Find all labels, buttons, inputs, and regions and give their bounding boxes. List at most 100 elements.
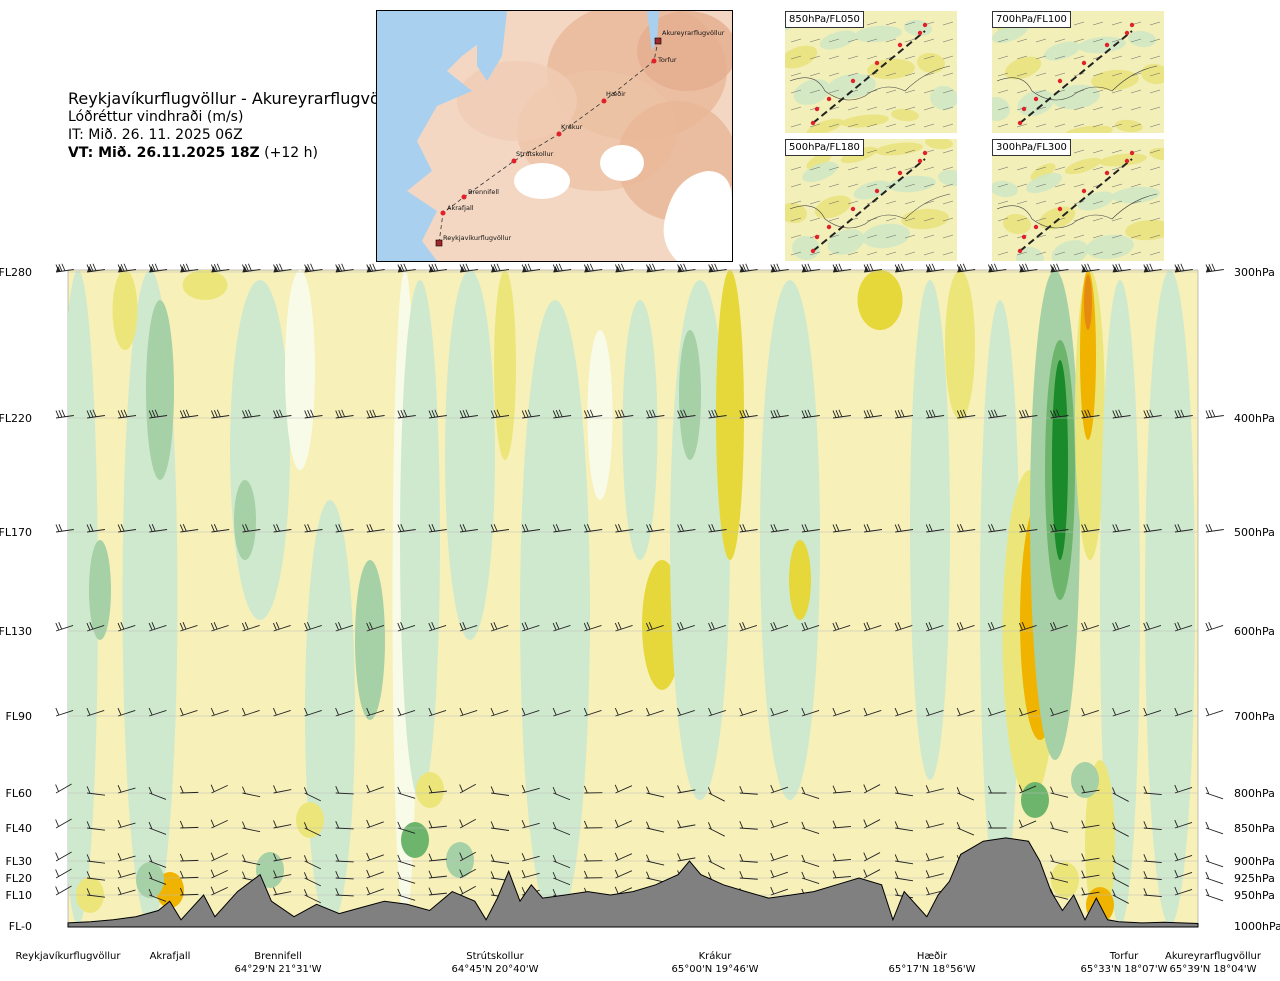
wind-barb: [428, 785, 447, 794]
level-map-barb: [1111, 234, 1123, 239]
wind-barb: [677, 853, 696, 862]
wind-barb: [1174, 819, 1193, 829]
wind-barb: [615, 523, 634, 533]
wind-barb: [273, 263, 292, 273]
wind-barb: [1143, 263, 1162, 273]
level-map-barb: [885, 106, 897, 111]
level-map-barb: [1035, 38, 1047, 43]
wind-barb: [894, 263, 914, 273]
wind-barb: [1143, 888, 1162, 898]
level-map-barb: [1054, 106, 1066, 111]
level-map-barb: [885, 251, 897, 256]
wind-barb: [117, 784, 136, 794]
wind-barb: [397, 263, 416, 273]
wind-barb: [303, 787, 322, 802]
wind-barb: [708, 263, 727, 273]
level-map-barb: [923, 123, 935, 128]
waypoint-marker: [556, 131, 562, 137]
wind-barb: [770, 523, 789, 533]
level-map-cell: [802, 161, 838, 183]
level-map-barb: [1111, 55, 1123, 60]
wind-barb: [397, 821, 416, 834]
wind-barb: [117, 621, 136, 632]
wind-barb: [335, 523, 354, 533]
level-map-barb: [1111, 251, 1123, 256]
level-map-barb: [828, 251, 840, 256]
wind-barb: [210, 621, 229, 632]
level-map-cell: [1065, 125, 1113, 133]
level-map-barb: [997, 106, 1009, 111]
wind-barb: [677, 621, 695, 632]
wind-barb: [55, 523, 74, 533]
wind-barb: [646, 786, 665, 798]
wind-barb: [956, 263, 976, 273]
level-map-barb: [904, 72, 916, 77]
level-map-barb: [1035, 200, 1047, 205]
wind-barb: [739, 263, 758, 273]
wind-barb: [179, 409, 199, 419]
wind-barb: [366, 621, 385, 632]
wind-barb: [459, 263, 478, 273]
wind-barb: [459, 851, 477, 862]
wind-barb: [459, 409, 478, 419]
velocity-cell: [230, 280, 290, 620]
wind-barb: [832, 820, 851, 829]
level-map-barb: [866, 106, 878, 111]
level-map-850: 850hPa/FL050: [785, 11, 957, 133]
wind-barb: [801, 263, 820, 273]
wind-barb: [739, 871, 758, 880]
level-map-300: 300hPa/FL300: [992, 139, 1164, 261]
wind-barb: [583, 263, 603, 273]
level-map-barb: [885, 21, 897, 26]
level-map-barb: [997, 55, 1009, 60]
wind-barb: [521, 870, 540, 879]
wind-barb: [1143, 786, 1162, 796]
level-map-barb: [942, 55, 954, 60]
wind-barb: [552, 621, 571, 632]
level-map-850-canvas: [785, 11, 957, 133]
wind-barb: [708, 523, 727, 533]
wind-barb: [1081, 621, 1099, 632]
level-map-barb: [866, 234, 878, 239]
wind-barb: [1143, 523, 1162, 533]
velocity-cell: [760, 280, 820, 800]
wind-barb: [583, 409, 603, 419]
wind-barb: [615, 409, 634, 419]
wind-barb: [55, 885, 72, 896]
wind-barb: [707, 787, 725, 802]
wind-barb: [335, 409, 354, 419]
wind-barb: [1081, 707, 1099, 717]
wind-barb: [925, 707, 944, 717]
level-map-barb: [866, 166, 878, 171]
wind-barb: [583, 870, 603, 879]
wind-barb: [770, 886, 789, 896]
level-map-barb: [1054, 72, 1066, 77]
level-map-waypoint: [874, 60, 880, 66]
level-map-waypoint: [1129, 22, 1135, 28]
level-map-barb: [866, 251, 878, 256]
level-map-waypoint: [1033, 224, 1039, 230]
level-map-barb: [866, 38, 878, 43]
wind-barb: [148, 523, 168, 533]
wind-barb: [148, 888, 167, 902]
level-map-barb: [1092, 234, 1104, 239]
level-map-barb: [1111, 38, 1123, 43]
wind-barb: [490, 409, 510, 419]
level-map-barb: [809, 217, 821, 222]
pressure-axis: 300hPa 400hPa 500hPa 600hPa 700hPa 800hPa 850h…: [1234, 266, 1280, 933]
level-map-cell: [814, 195, 852, 219]
pressure-label: 950hPa: [1234, 889, 1275, 902]
wind-barb: [646, 263, 665, 273]
wind-barb: [335, 621, 353, 632]
level-map-waypoint: [1033, 96, 1039, 102]
level-map-barb: [1073, 149, 1085, 154]
wind-barb: [303, 822, 322, 837]
location-label: Torfur 65°33'N 18°07'W: [1069, 950, 1179, 976]
level-map-barb: [885, 166, 897, 171]
wind-barb: [552, 786, 571, 801]
level-map-barb: [942, 200, 954, 205]
level-map-barb: [1035, 89, 1047, 94]
level-map-barb: [1035, 123, 1047, 128]
level-map-barb: [1111, 123, 1123, 128]
wind-barb: [428, 870, 447, 879]
